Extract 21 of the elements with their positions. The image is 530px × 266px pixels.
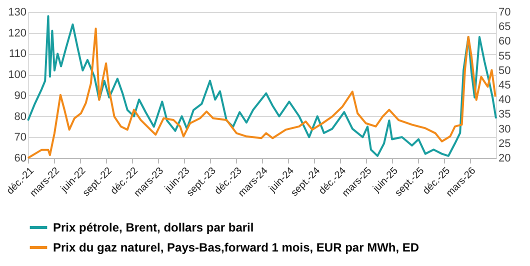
y-tick-label: 110	[8, 48, 26, 60]
y-tick-label: 80	[14, 110, 26, 123]
y-tick-label: 70	[14, 132, 26, 144]
y2-tick-label: 55	[498, 50, 511, 62]
y2-tick-label: 25	[498, 138, 511, 150]
y2-tick-label: 35	[498, 108, 511, 121]
y2-tick-label: 40	[498, 94, 511, 106]
legend-label: Prix du gaz naturel, Pays-Bas,forward 1 mois, EUR par MWh, ED	[53, 240, 420, 254]
y2-tick-label: 70	[498, 6, 511, 18]
y2-tick-label: 65	[498, 21, 511, 34]
y-tick-label: 120	[8, 27, 26, 40]
y2-tick-label: 45	[498, 80, 511, 92]
y-tick-label: 90	[14, 90, 26, 102]
y2-tick-label: 60	[498, 36, 511, 48]
y-tick-label: 100	[8, 69, 26, 82]
y2-tick-label: 50	[498, 64, 511, 77]
y-tick-label: 60	[14, 152, 26, 164]
legend-label: Prix pétrole, Brent, dollars par baril	[53, 220, 254, 234]
y-tick-label: 130	[8, 6, 26, 18]
y2-tick-label: 20	[498, 152, 511, 164]
y2-tick-label: 30	[498, 123, 511, 136]
